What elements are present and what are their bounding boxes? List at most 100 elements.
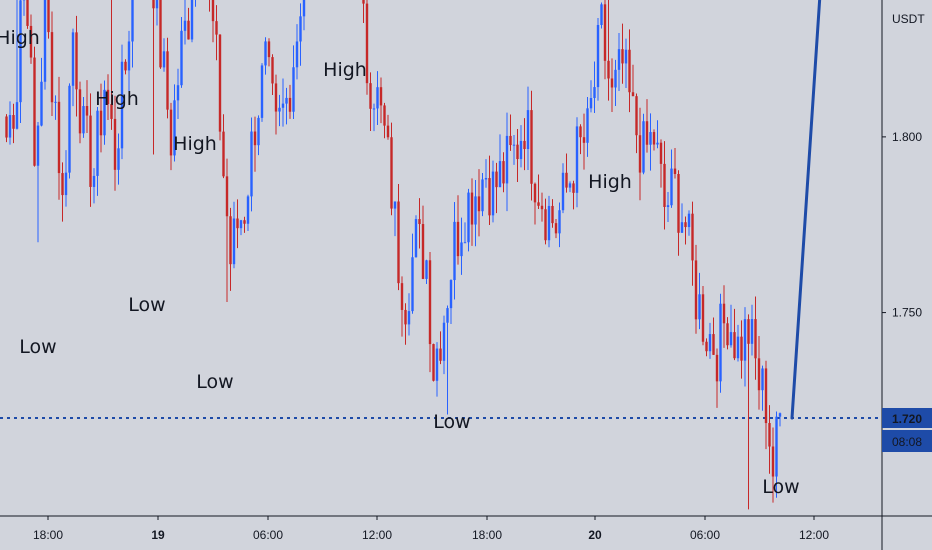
forecast-arrow [790, 0, 822, 420]
candle-body [687, 213, 691, 228]
high-label: High [95, 88, 139, 110]
candle-body [558, 210, 561, 234]
candle-body [729, 332, 733, 346]
candle-body [708, 334, 712, 352]
candle-body [26, 0, 29, 26]
candle-body [418, 219, 421, 225]
candle-body [568, 183, 572, 188]
candle-body [180, 30, 183, 86]
candle-body [484, 178, 488, 180]
candle-body [285, 97, 288, 104]
candle-body [498, 161, 502, 188]
candle-body [719, 303, 722, 382]
candle-body [75, 32, 78, 90]
candle-body [586, 108, 589, 143]
candle-body [124, 61, 127, 71]
candle-body [82, 106, 85, 134]
candle-body [516, 144, 519, 160]
candle-body [533, 183, 537, 203]
candle-body [670, 168, 673, 206]
candle-body [183, 20, 187, 31]
candle-body [614, 69, 617, 88]
candle-body [712, 334, 715, 355]
x-tick-label: 20 [588, 528, 602, 542]
candle-body [78, 89, 82, 134]
high-label: High [173, 133, 217, 155]
candle-body [36, 125, 40, 166]
candle-body [120, 61, 124, 149]
candle-body [505, 135, 509, 184]
x-tick-label: 19 [151, 528, 165, 542]
candle-body [649, 132, 652, 145]
candle-body [481, 179, 484, 212]
candle-body [491, 171, 495, 216]
candle-body [260, 65, 264, 118]
candle-body [575, 126, 579, 193]
candle-body [89, 115, 92, 187]
candle-body [673, 168, 677, 174]
candle-body [386, 125, 390, 138]
candle-body [246, 196, 250, 224]
candle-body [642, 121, 645, 173]
currency-label: USDT [892, 12, 925, 26]
candle-body [379, 87, 383, 106]
candle-body [390, 137, 393, 209]
candle-body [106, 89, 110, 105]
candle-body [757, 358, 761, 391]
x-tick-label: 12:00 [362, 528, 392, 542]
candle-body [61, 173, 64, 196]
candle-body [537, 202, 540, 206]
candle-body [5, 116, 8, 138]
candle-body [463, 242, 467, 244]
candle-body [596, 24, 600, 88]
x-tick-label: 18:00 [33, 528, 63, 542]
countdown-tag [882, 430, 932, 452]
candle-body [453, 221, 456, 281]
candle-body [232, 218, 236, 265]
candle-body [547, 205, 551, 241]
candle-body [638, 135, 642, 173]
candle-body [442, 322, 446, 361]
candle-body [92, 175, 96, 187]
candle-body [561, 172, 565, 211]
candle-body [404, 309, 407, 325]
candle-body [50, 32, 54, 103]
candle-body [439, 348, 442, 361]
candle-body [264, 41, 267, 66]
candle-body [110, 104, 113, 119]
candle-body [628, 49, 631, 93]
candle-body [250, 131, 253, 197]
candle-body [96, 110, 99, 176]
candle-body [173, 100, 176, 156]
candle-body [57, 101, 61, 174]
candle-body [271, 57, 274, 84]
low-label: Low [196, 371, 233, 393]
candle-body [425, 260, 428, 279]
candle-body [645, 121, 649, 145]
candle-body [267, 41, 271, 58]
high-label: High [323, 59, 367, 81]
candle-body [603, 4, 607, 61]
x-tick-label: 06:00 [690, 528, 720, 542]
candle-body [12, 115, 15, 129]
candle-body [477, 196, 481, 212]
candle-body [449, 280, 453, 309]
candle-body [166, 51, 169, 110]
candle-body [169, 109, 173, 156]
candle-body [593, 87, 596, 99]
candle-body [761, 368, 764, 391]
candle-body [652, 132, 656, 145]
candle-body [526, 110, 530, 150]
candle-body [691, 213, 694, 261]
candle-body [701, 294, 705, 342]
candle-body [519, 140, 523, 160]
candle-body [610, 78, 614, 88]
candle-body [407, 311, 411, 325]
candle-body [488, 178, 491, 216]
high-label: High [0, 27, 40, 49]
low-label: Low [19, 336, 56, 358]
candle-body [467, 192, 470, 243]
candle-body [131, 0, 134, 42]
